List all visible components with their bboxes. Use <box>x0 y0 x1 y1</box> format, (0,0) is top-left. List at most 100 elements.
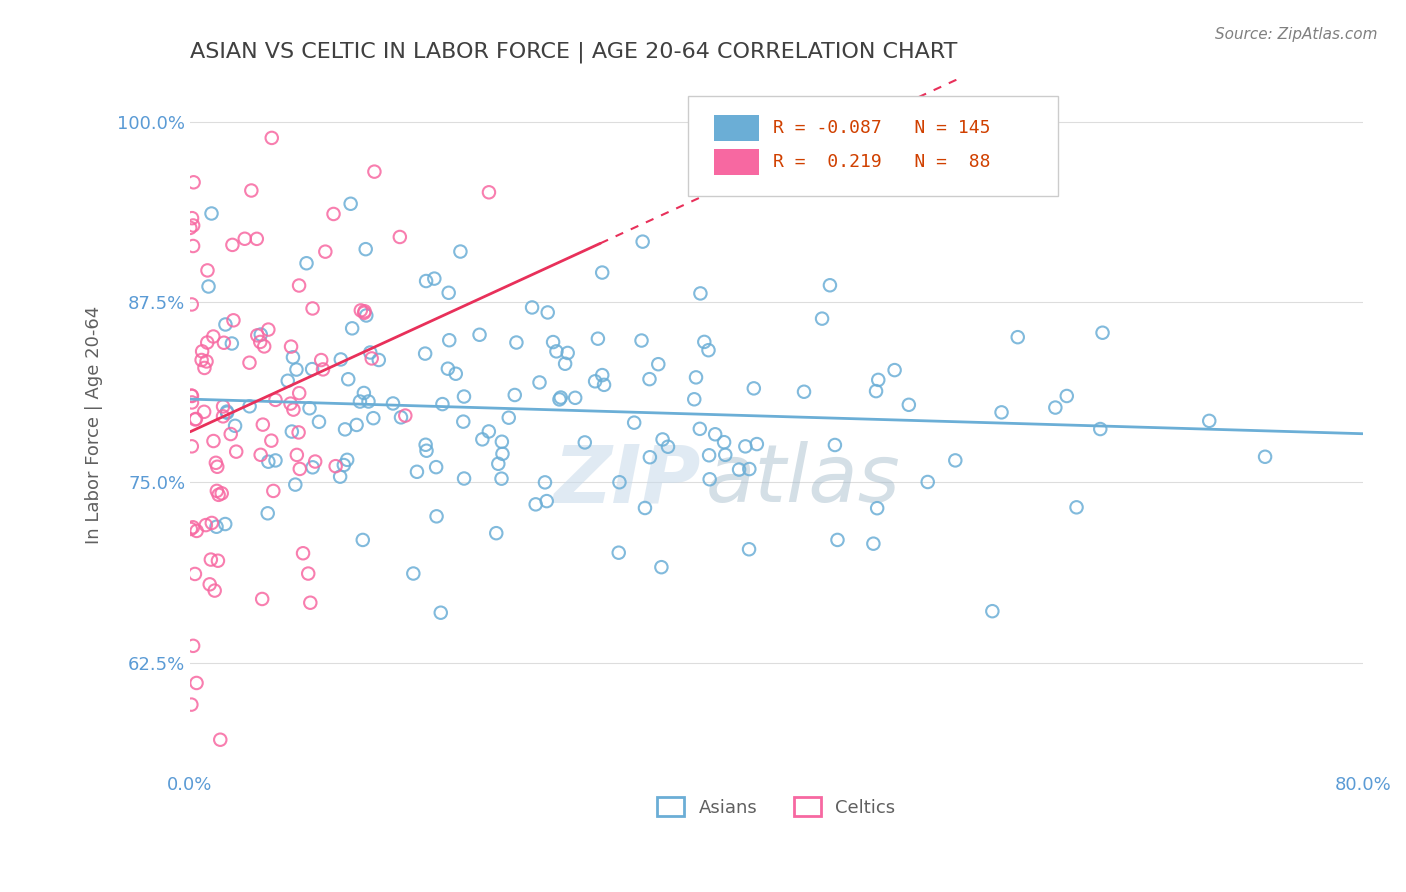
Point <box>285 448 308 462</box>
Point <box>352 533 374 547</box>
Point <box>304 454 326 468</box>
Point <box>205 520 228 534</box>
Point <box>186 676 208 690</box>
Point <box>297 566 319 581</box>
Text: ASIAN VS CELTIC IN LABOR FORCE | AGE 20-64 CORRELATION CHART: ASIAN VS CELTIC IN LABOR FORCE | AGE 20-… <box>190 42 957 63</box>
Point <box>554 357 576 371</box>
Point <box>214 318 236 332</box>
Point <box>657 440 679 454</box>
Point <box>301 362 323 376</box>
Point <box>359 345 381 359</box>
Point <box>453 390 475 404</box>
Point <box>198 577 221 591</box>
Point <box>793 384 815 399</box>
Point <box>184 412 207 426</box>
Point <box>868 373 890 387</box>
Point <box>742 381 765 395</box>
Point <box>623 416 645 430</box>
Point <box>638 450 661 465</box>
Point <box>346 417 368 432</box>
Point <box>591 368 613 383</box>
Point <box>329 352 352 367</box>
Point <box>583 374 606 388</box>
Point <box>179 220 201 235</box>
Point <box>478 186 501 200</box>
Point <box>471 433 494 447</box>
Point <box>429 606 451 620</box>
Point <box>191 344 214 359</box>
Point <box>190 353 212 368</box>
Point <box>745 437 768 451</box>
Point <box>356 309 378 323</box>
Point <box>288 462 311 476</box>
Point <box>222 313 245 327</box>
Point <box>981 604 1004 618</box>
Text: ZIP: ZIP <box>553 441 700 519</box>
Point <box>541 334 564 349</box>
Point <box>1254 450 1277 464</box>
Point <box>883 363 905 377</box>
Point <box>453 415 475 429</box>
Point <box>312 362 335 376</box>
Point <box>647 357 669 371</box>
Point <box>214 516 236 531</box>
Point <box>453 471 475 485</box>
Point <box>195 335 218 350</box>
Point <box>650 560 672 574</box>
Point <box>586 332 609 346</box>
Point <box>607 546 630 560</box>
Point <box>520 301 543 315</box>
Point <box>557 346 579 360</box>
Point <box>689 422 711 436</box>
Point <box>630 334 652 348</box>
Point <box>201 516 224 530</box>
Point <box>437 285 460 300</box>
Point <box>299 596 322 610</box>
Point <box>322 207 344 221</box>
Point <box>183 175 205 189</box>
Point <box>1007 330 1029 344</box>
Point <box>491 472 513 486</box>
Point <box>193 360 215 375</box>
Point <box>200 206 222 220</box>
Point <box>181 520 204 534</box>
Point <box>215 404 238 418</box>
Point <box>284 477 307 491</box>
Point <box>406 465 429 479</box>
Point <box>209 732 232 747</box>
Point <box>212 409 235 424</box>
Point <box>180 297 202 311</box>
Point <box>204 583 226 598</box>
Point <box>246 232 269 246</box>
Point <box>219 427 242 442</box>
Legend: Asians, Celtics: Asians, Celtics <box>650 790 903 824</box>
Point <box>415 274 437 288</box>
Text: atlas: atlas <box>706 441 901 519</box>
Point <box>295 256 318 270</box>
Point <box>432 397 454 411</box>
Point <box>491 434 513 449</box>
Point <box>498 410 520 425</box>
Point <box>249 327 271 342</box>
Point <box>180 388 202 402</box>
Point <box>308 415 330 429</box>
Point <box>301 301 323 316</box>
Point <box>402 566 425 581</box>
Point <box>468 327 491 342</box>
Point <box>714 448 737 462</box>
Point <box>413 346 436 360</box>
Point <box>367 353 389 368</box>
Point <box>363 164 385 178</box>
Point <box>444 367 467 381</box>
Point <box>574 435 596 450</box>
Point <box>1090 422 1112 436</box>
Point <box>252 417 274 432</box>
Point <box>207 459 229 474</box>
Point <box>478 425 501 439</box>
Point <box>1045 401 1067 415</box>
Point <box>239 400 262 414</box>
Point <box>693 334 716 349</box>
Point <box>233 232 256 246</box>
Point <box>340 321 363 335</box>
Point <box>281 425 304 439</box>
